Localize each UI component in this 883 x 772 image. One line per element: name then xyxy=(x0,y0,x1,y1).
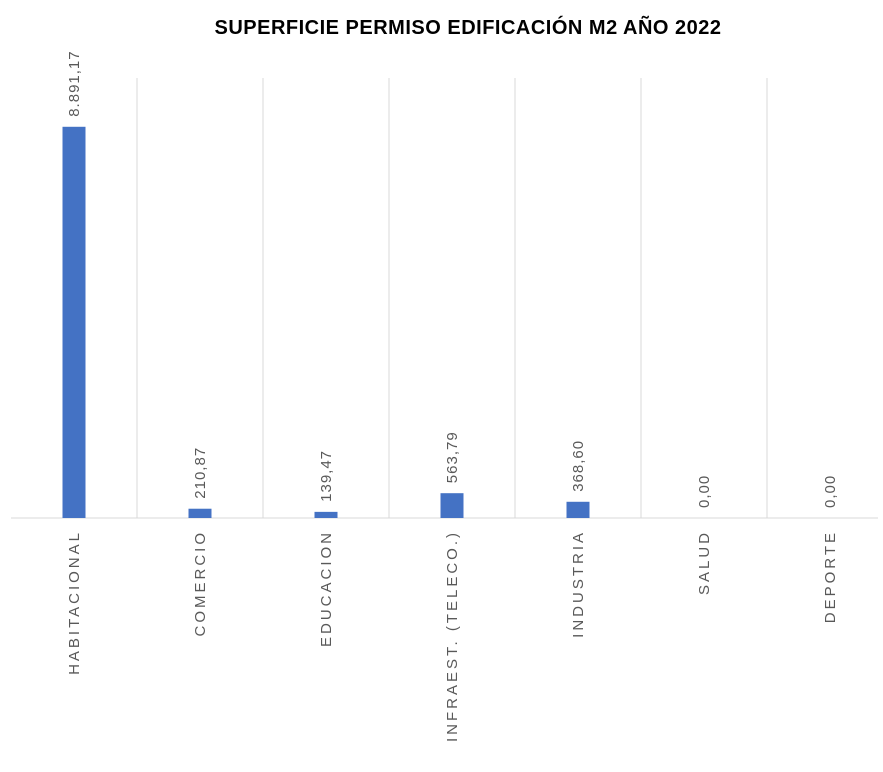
bar xyxy=(314,511,338,518)
bar xyxy=(440,493,464,518)
bar xyxy=(188,508,212,518)
value-label: 210,87 xyxy=(192,447,209,499)
x-tick-label: INDUSTRIA xyxy=(570,530,587,638)
value-label: 0,00 xyxy=(822,475,839,508)
value-label: 368,60 xyxy=(570,440,587,492)
value-label: 139,47 xyxy=(318,450,335,502)
x-tick-label: SALUD xyxy=(696,530,713,595)
value-label: 0,00 xyxy=(696,475,713,508)
x-tick-label: DEPORTE xyxy=(822,530,839,623)
x-tick-label: INFRAEST. (TELECO.) xyxy=(444,530,461,742)
x-tick-label: HABITACIONAL xyxy=(66,530,83,675)
value-label: 563,79 xyxy=(444,431,461,483)
x-tick-label: EDUCACION xyxy=(318,530,335,647)
value-label: 8.891,17 xyxy=(66,50,83,116)
chart-title: SUPERFICIE PERMISO EDIFICACIÓN M2 AÑO 20… xyxy=(214,15,721,39)
bar xyxy=(566,501,590,518)
x-tick-label: COMERCIO xyxy=(192,530,209,637)
bar xyxy=(62,126,86,519)
